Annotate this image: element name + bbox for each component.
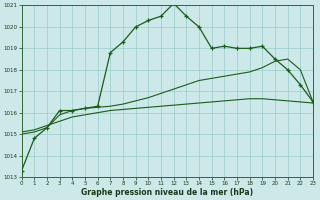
X-axis label: Graphe pression niveau de la mer (hPa): Graphe pression niveau de la mer (hPa) <box>81 188 253 197</box>
